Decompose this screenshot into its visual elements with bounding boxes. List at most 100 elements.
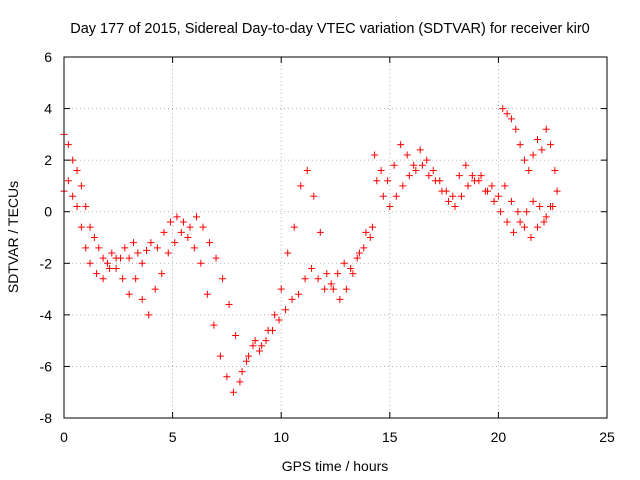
series-d (373, 161, 557, 236)
data-point (64, 177, 72, 185)
data-point (282, 306, 290, 314)
data-point (288, 295, 296, 303)
data-point (349, 270, 357, 278)
data-point (232, 331, 240, 339)
data-point (125, 290, 133, 298)
data-point (86, 259, 94, 267)
data-point (362, 228, 370, 236)
data-point (103, 259, 111, 267)
data-point (444, 197, 452, 205)
data-point (112, 264, 120, 272)
series-b (60, 177, 374, 396)
data-point (384, 177, 392, 185)
data-point (95, 244, 103, 252)
data-point (119, 275, 127, 283)
grid (64, 57, 607, 418)
data-point (347, 264, 355, 272)
data-point (542, 125, 550, 133)
data-point (255, 347, 263, 355)
data-point (160, 228, 168, 236)
data-point (153, 244, 161, 252)
data-point (290, 223, 298, 231)
data-point (405, 172, 413, 180)
data-point (277, 285, 285, 293)
data-point (77, 182, 85, 190)
data-point (284, 249, 292, 257)
data-point (327, 280, 335, 288)
data-point (399, 182, 407, 190)
data-point (77, 223, 85, 231)
data-point (69, 156, 77, 164)
data-point (507, 197, 515, 205)
data-point (216, 352, 224, 360)
data-point (360, 244, 368, 252)
data-point (488, 182, 496, 190)
y-tick-label: 6 (44, 49, 52, 65)
data-point (418, 161, 426, 169)
data-point (134, 249, 142, 257)
data-point (464, 182, 472, 190)
data-points (60, 105, 561, 396)
data-point (121, 244, 129, 252)
data-point (527, 234, 535, 241)
data-point (503, 110, 511, 118)
y-axis-label: SDTVAR / TECUs (5, 181, 21, 293)
data-point (468, 172, 476, 180)
data-point (342, 285, 350, 293)
data-point (390, 161, 398, 169)
y-tick-label: -6 (40, 358, 53, 374)
data-point (269, 326, 277, 334)
data-point (199, 223, 207, 231)
y-tick-label: -4 (40, 307, 53, 323)
data-point (540, 218, 548, 226)
data-point (533, 136, 541, 144)
data-point (245, 352, 253, 360)
data-point (242, 357, 250, 365)
y-tick-label: 4 (44, 101, 52, 117)
data-point (125, 254, 133, 262)
data-point (138, 259, 146, 267)
data-point (533, 223, 541, 231)
data-point (164, 249, 172, 257)
data-point (336, 295, 344, 303)
data-point (210, 321, 218, 329)
data-point (329, 285, 337, 293)
data-point (520, 156, 528, 164)
data-point (271, 311, 279, 319)
data-point (184, 234, 192, 241)
data-point (90, 234, 98, 241)
data-point (525, 166, 533, 174)
data-point (423, 156, 431, 164)
data-point (477, 172, 485, 180)
data-point (340, 259, 348, 267)
data-point (295, 290, 303, 298)
data-point (499, 105, 507, 113)
data-point (108, 249, 116, 257)
data-point (497, 208, 505, 216)
data-point (510, 228, 518, 236)
data-point (520, 223, 528, 231)
data-point (549, 203, 557, 211)
data-point (471, 177, 479, 185)
data-point (143, 246, 151, 254)
data-point (392, 192, 400, 200)
data-point (451, 203, 459, 211)
data-point (86, 223, 94, 231)
series-c (371, 141, 561, 241)
x-tick-label: 15 (382, 429, 398, 445)
plot-frame (63, 56, 608, 419)
data-point (151, 285, 159, 293)
data-point (177, 228, 185, 236)
data-point (529, 151, 537, 159)
data-point (368, 223, 376, 231)
data-point (82, 203, 90, 211)
data-point (536, 203, 544, 211)
data-point (93, 270, 101, 278)
data-point (223, 373, 231, 381)
data-point (514, 208, 522, 216)
data-point (212, 254, 220, 262)
data-point (490, 197, 498, 205)
data-point (516, 218, 524, 226)
data-point (494, 192, 502, 200)
data-point (73, 166, 81, 174)
